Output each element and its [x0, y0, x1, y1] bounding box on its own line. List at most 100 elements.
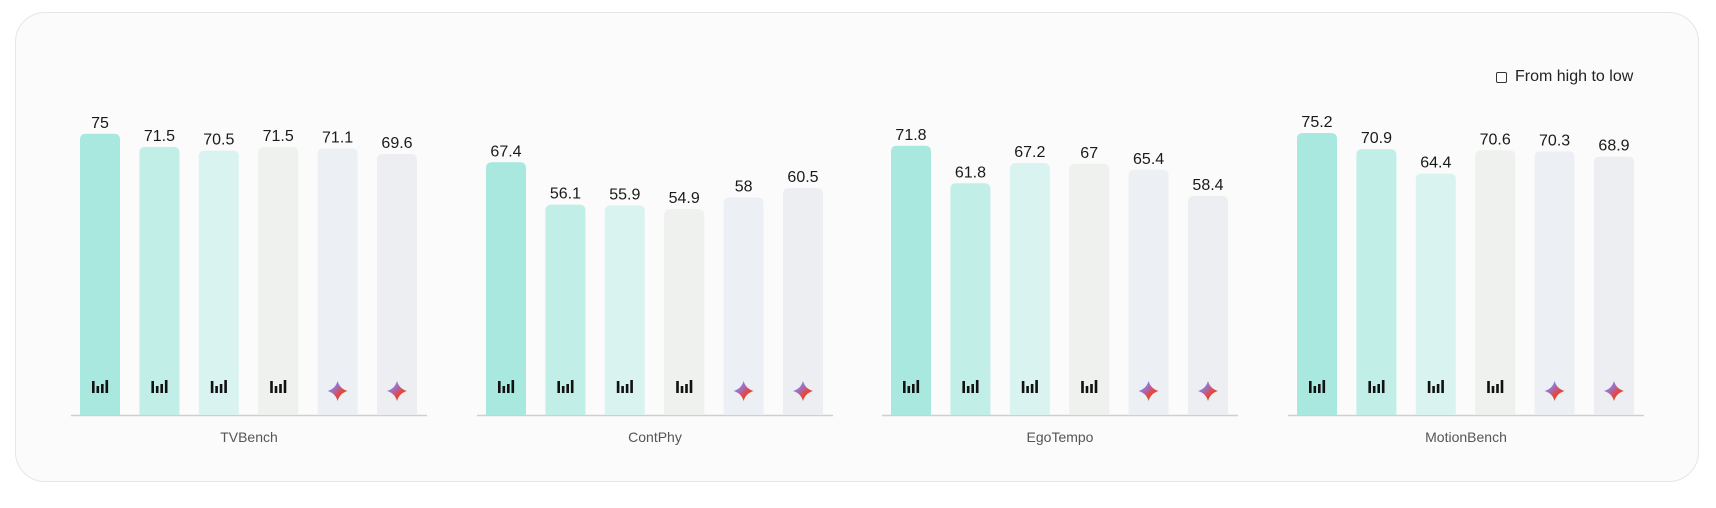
data-label: 71.1 — [322, 129, 353, 146]
bar-logo-stroke — [1441, 380, 1444, 393]
bar-logo-icon — [1368, 380, 1385, 393]
bar-logo-stroke — [160, 384, 163, 393]
bar-logo-stroke — [105, 380, 109, 393]
data-label: 75.2 — [1301, 114, 1332, 131]
bar-group-motionbench: 75.2 70.9 64.4 70.6 70.3 68.9 MotionBench — [1288, 114, 1644, 445]
bar-logo-stroke — [498, 381, 501, 393]
bar-logo-stroke — [502, 386, 506, 393]
bar[interactable] — [1297, 133, 1337, 415]
bar[interactable] — [317, 148, 358, 415]
bar-logo-stroke — [279, 384, 282, 393]
bar[interactable] — [950, 183, 991, 415]
bar-logo-stroke — [916, 380, 920, 393]
bar[interactable] — [1356, 149, 1397, 415]
sparkle-icon — [327, 381, 348, 401]
data-label: 67.4 — [490, 143, 521, 160]
bar-logo-stroke — [274, 386, 278, 393]
bar-logo-icon — [676, 380, 693, 393]
bar-group-tvbench: 75 71.5 70.5 71.5 71.1 69.6 TVBench — [71, 115, 427, 445]
bar-logo-stroke — [1313, 386, 1317, 393]
sparkle-icon — [1604, 381, 1624, 401]
bar-logo-stroke — [1427, 381, 1431, 393]
bar[interactable] — [486, 162, 526, 415]
bar[interactable] — [80, 133, 120, 415]
bar-logo-stroke — [907, 386, 911, 393]
bar-logo-stroke — [903, 381, 906, 393]
bar[interactable] — [664, 209, 705, 415]
bar-logo-icon — [616, 380, 633, 393]
bar-logo-stroke — [283, 380, 287, 393]
bar[interactable] — [1594, 156, 1634, 415]
bar-logo-stroke — [1030, 384, 1034, 393]
bar-logo-stroke — [1090, 384, 1093, 393]
bar-logo-stroke — [511, 380, 515, 393]
sort-label: From high to low — [1515, 68, 1634, 85]
bar-logo-stroke — [566, 384, 569, 393]
sparkle-icon — [733, 381, 754, 401]
bar-logo-stroke — [1309, 381, 1312, 393]
bar-logo-icon — [557, 380, 574, 393]
bar-logo-stroke — [507, 384, 510, 393]
bar[interactable] — [891, 145, 931, 415]
bar-logo-stroke — [966, 386, 970, 393]
bar-logo-stroke — [557, 381, 560, 393]
bar-logo-icon — [1309, 380, 1326, 393]
bar-logo-stroke — [1021, 381, 1025, 393]
bar[interactable] — [783, 188, 823, 415]
data-label: 70.3 — [1539, 132, 1570, 149]
sparkle-icon — [793, 381, 813, 401]
bar[interactable] — [1534, 151, 1575, 415]
bar-logo-icon — [903, 380, 920, 393]
data-label: 70.6 — [1480, 131, 1511, 148]
bar[interactable] — [377, 154, 417, 415]
data-label: 65.4 — [1133, 151, 1164, 168]
bar[interactable] — [545, 204, 586, 415]
bar[interactable] — [1128, 169, 1169, 415]
data-label: 55.9 — [609, 186, 640, 203]
category-label: TVBench — [220, 429, 278, 445]
category-label: ContPhy — [628, 429, 682, 445]
bar-logo-icon — [1021, 380, 1038, 393]
sparkle-icon — [1198, 381, 1218, 401]
data-label: 71.5 — [144, 128, 175, 145]
data-label: 61.8 — [955, 164, 986, 181]
data-label: 70.5 — [203, 132, 234, 149]
bar[interactable] — [1475, 150, 1516, 415]
bar-logo-stroke — [1496, 384, 1499, 393]
bar-logo-stroke — [689, 380, 693, 393]
bar-logo-stroke — [215, 386, 218, 393]
bar-logo-stroke — [155, 386, 159, 393]
bar-logo-stroke — [1318, 384, 1321, 393]
bar[interactable] — [198, 150, 239, 415]
bar-logo-stroke — [270, 381, 273, 393]
bar-logo-stroke — [1085, 386, 1089, 393]
data-label: 71.8 — [895, 127, 926, 144]
bar[interactable] — [1009, 163, 1050, 415]
bar[interactable] — [723, 197, 764, 416]
bar-group-contphy: 67.4 56.1 55.9 54.9 58 60.5 ContPhy — [477, 143, 833, 445]
data-label: 58.4 — [1192, 177, 1223, 194]
bar-logo-stroke — [1372, 386, 1376, 393]
bar[interactable] — [258, 146, 299, 415]
sort-checkbox[interactable] — [1496, 71, 1507, 83]
bar-logo-icon — [498, 380, 515, 393]
bar-logo-icon — [962, 380, 979, 393]
bar[interactable] — [139, 146, 180, 415]
bar-logo-stroke — [1322, 380, 1326, 393]
bar-logo-stroke — [164, 380, 168, 393]
bar-logo-icon — [210, 380, 227, 393]
bar[interactable] — [604, 205, 645, 415]
bar-logo-stroke — [570, 380, 574, 393]
bar[interactable] — [1188, 196, 1228, 415]
bar-logo-stroke — [625, 384, 629, 393]
bar[interactable] — [1415, 173, 1456, 416]
data-label: 75 — [91, 115, 109, 132]
bar-logo-stroke — [685, 384, 688, 393]
bar-logo-icon — [270, 380, 287, 393]
data-label: 69.6 — [381, 135, 412, 152]
bar-logo-stroke — [630, 380, 633, 393]
bar[interactable] — [1069, 163, 1110, 415]
sort-toggle[interactable]: From high to low — [1496, 68, 1633, 86]
bar-logo-stroke — [912, 384, 915, 393]
